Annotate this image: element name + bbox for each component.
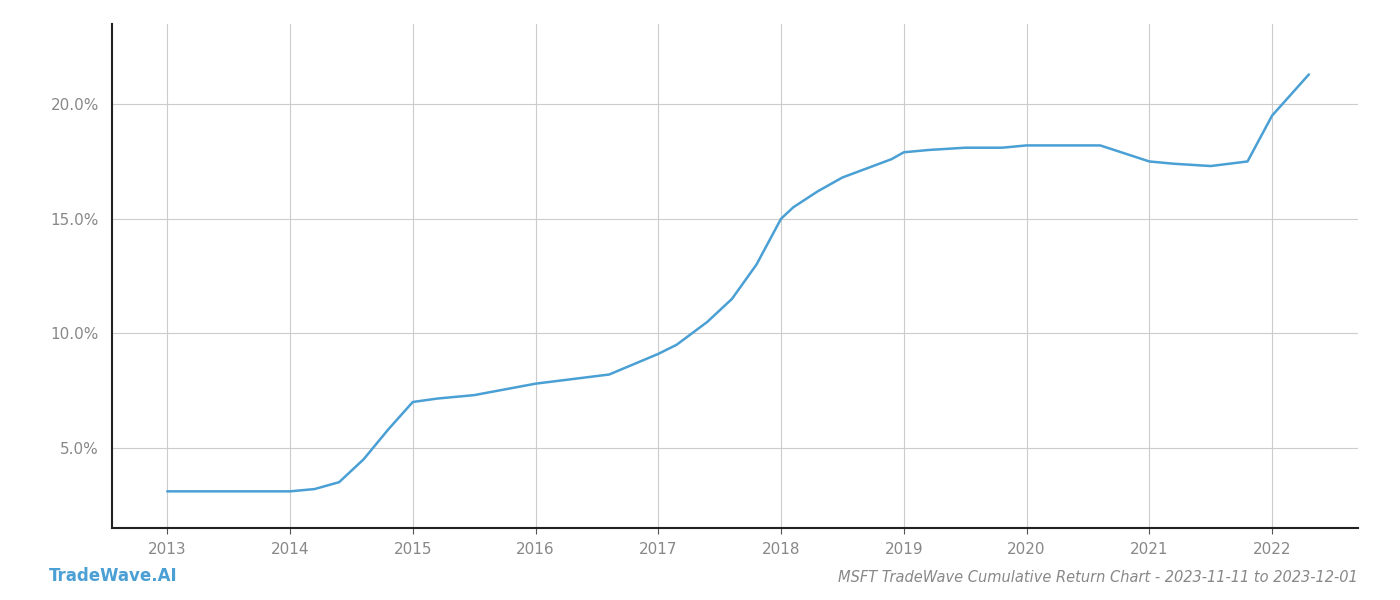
- Text: TradeWave.AI: TradeWave.AI: [49, 567, 178, 585]
- Text: MSFT TradeWave Cumulative Return Chart - 2023-11-11 to 2023-12-01: MSFT TradeWave Cumulative Return Chart -…: [839, 570, 1358, 585]
